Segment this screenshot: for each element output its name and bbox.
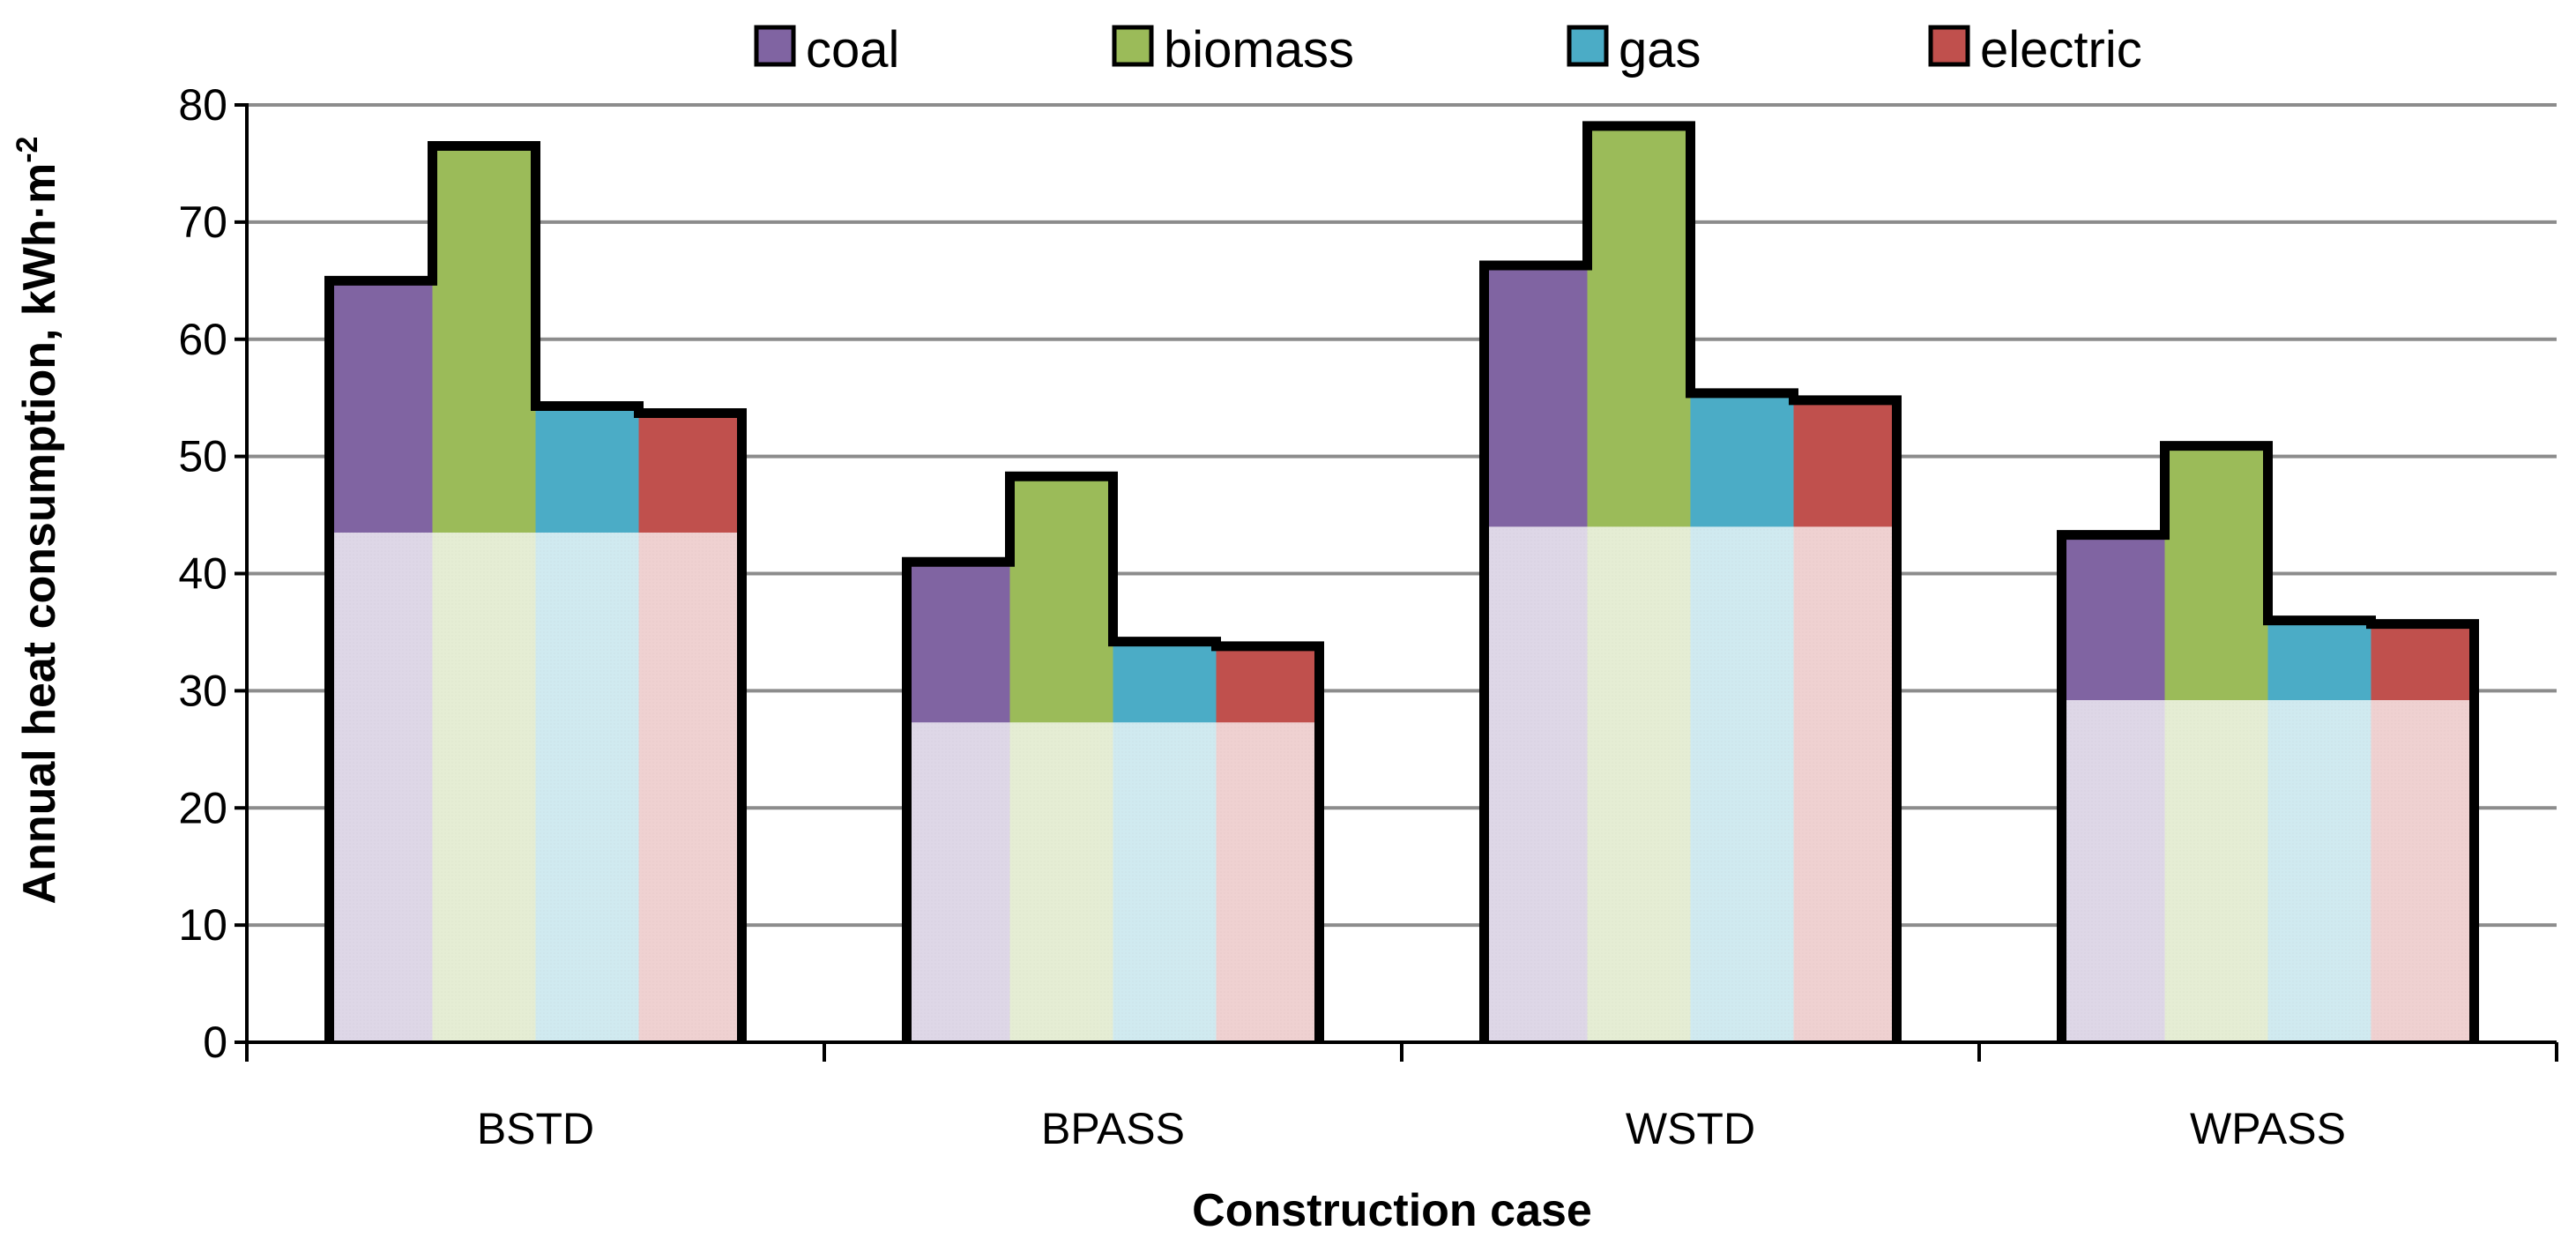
bar-base-texture — [2164, 700, 2268, 1042]
y-tick-label: 30 — [178, 666, 227, 715]
y-tick-label: 40 — [178, 549, 227, 599]
bar-base-texture — [1484, 526, 1588, 1042]
legend-label-gas: gas — [1619, 21, 1701, 78]
bar-base-texture — [1216, 722, 1320, 1042]
bar-base-texture — [638, 532, 742, 1042]
legend-label-coal: coal — [806, 21, 899, 78]
bar-base-texture — [329, 532, 433, 1042]
x-category-label-bstd: BSTD — [477, 1104, 594, 1153]
y-tick-labels: 0 10 20 30 40 50 60 70 80 — [178, 80, 227, 1067]
bar-base-texture — [432, 532, 536, 1042]
bar-group-outline — [1479, 121, 1902, 1042]
bar-base-texture — [1690, 526, 1794, 1042]
legend-swatch-coal — [754, 25, 796, 67]
y-tick-label: 80 — [178, 80, 227, 130]
y-tick-label: 0 — [203, 1018, 227, 1067]
x-category-label-bpass: BPASS — [1041, 1104, 1185, 1153]
x-category-label-wstd: WSTD — [1626, 1104, 1755, 1153]
bar-base-texture — [1113, 722, 1217, 1042]
legend-swatch-biomass — [1112, 25, 1154, 67]
x-category-labels: BSTD BPASS WSTD WPASS — [477, 1104, 2346, 1153]
x-axis-title: Construction case — [1192, 1185, 1592, 1236]
y-tick-label: 50 — [178, 432, 227, 481]
y-tick-label: 60 — [178, 315, 227, 364]
bars — [324, 121, 2479, 1043]
legend-swatch-electric — [1928, 25, 1970, 67]
legend-label-electric: electric — [1980, 21, 2142, 78]
bar-base-texture — [2267, 700, 2371, 1042]
axes — [235, 103, 2558, 1062]
bar-base-texture — [2371, 700, 2475, 1042]
x-category-label-wpass: WPASS — [2190, 1104, 2346, 1153]
bar-base-texture — [1009, 722, 1113, 1042]
y-axis-title-superscript: -2 — [11, 137, 44, 163]
y-axis-title: Annual heat consumption, kWh·m-2 — [11, 137, 65, 905]
bar-group-outline — [324, 141, 747, 1042]
y-tick-label: 20 — [178, 783, 227, 832]
bar-base-texture — [2061, 700, 2165, 1042]
bar-base-texture — [1793, 526, 1897, 1042]
bar-base-texture — [906, 722, 1010, 1042]
bar-group-outline — [902, 471, 1324, 1042]
y-tick-label: 10 — [178, 900, 227, 950]
y-axis-title-text: Annual heat consumption, kWh·m — [14, 163, 65, 905]
legend: coal biomass gas electric — [754, 21, 2142, 78]
legend-swatch-gas — [1567, 25, 1609, 67]
bar-group-outline — [2057, 441, 2479, 1042]
bar-base-texture — [1587, 526, 1691, 1042]
y-tick-label: 70 — [178, 198, 227, 247]
legend-label-biomass: biomass — [1164, 21, 1354, 78]
bar-base-texture — [535, 532, 639, 1042]
